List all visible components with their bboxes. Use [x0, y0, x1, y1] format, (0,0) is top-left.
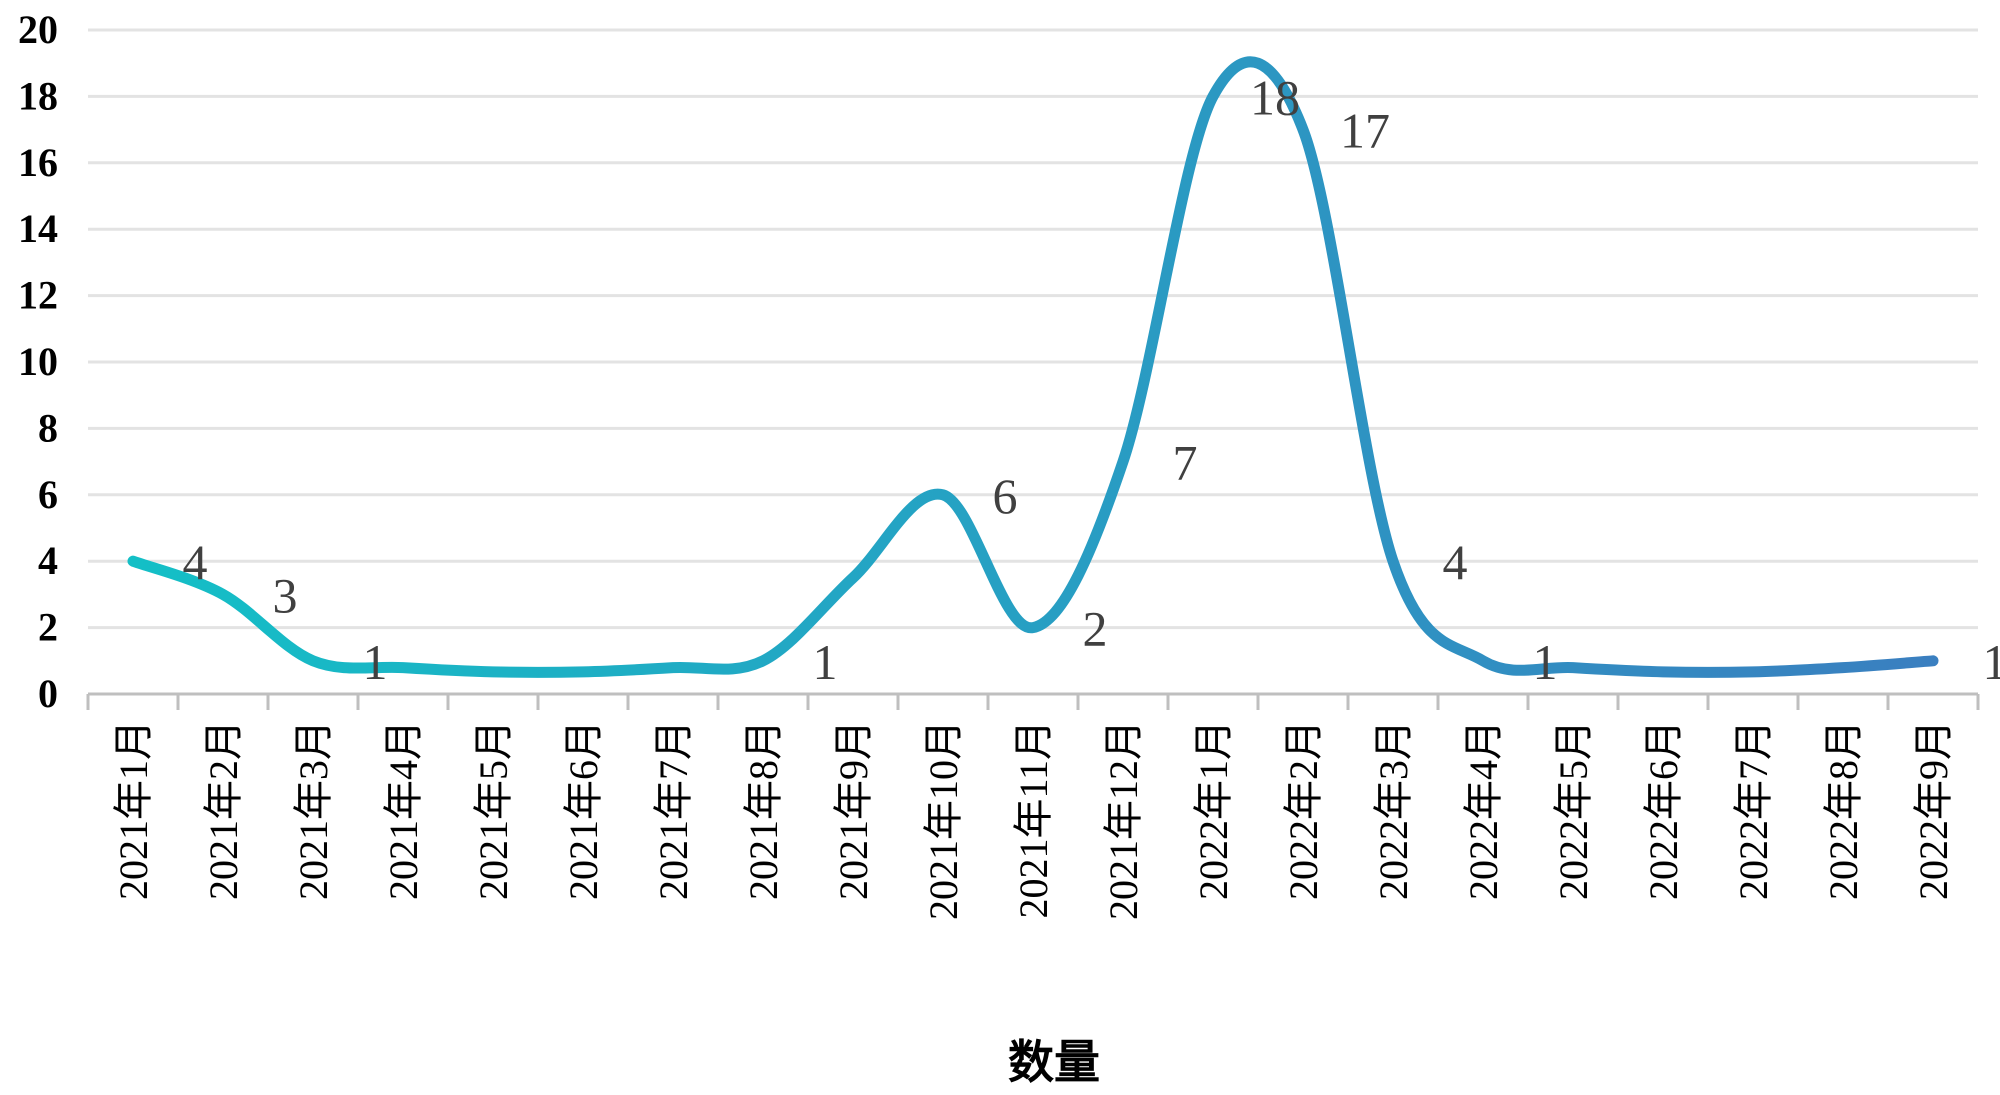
y-tick-label: 6	[38, 472, 58, 517]
y-axis-ticks: 0 2 4 6 8 10 12 14 16 18 20	[18, 7, 58, 716]
x-tick-label: 2021年8月	[741, 720, 786, 900]
x-tick-label: 2022年2月	[1281, 720, 1326, 900]
legend-label: 数量	[1008, 1035, 1100, 1089]
data-label: 4	[183, 534, 208, 590]
x-tick-label: 2021年11月	[1011, 720, 1056, 919]
data-labels: 4 3 1 1 6 2 7 18 17 4 1 1	[183, 69, 2000, 689]
x-tick-label: 2021年9月	[831, 720, 876, 900]
x-tick-label: 2021年10月	[921, 720, 966, 920]
x-tick-label: 2021年1月	[111, 720, 156, 900]
y-tick-label: 18	[18, 73, 58, 118]
x-tick-label: 2022年3月	[1371, 720, 1416, 900]
x-tick-label: 2021年5月	[471, 720, 516, 900]
data-label: 18	[1250, 69, 1300, 125]
data-label: 4	[1443, 534, 1468, 590]
data-label: 17	[1340, 103, 1390, 159]
data-label: 6	[993, 468, 1018, 524]
data-label: 3	[273, 567, 298, 623]
data-label: 1	[1983, 634, 2000, 690]
x-axis	[86, 692, 1980, 710]
data-label: 1	[363, 634, 388, 690]
y-tick-label: 12	[18, 273, 58, 318]
data-label: 1	[813, 634, 838, 690]
data-label: 7	[1173, 435, 1198, 491]
x-tick-label: 2022年6月	[1641, 720, 1686, 900]
y-tick-label: 20	[18, 7, 58, 52]
x-tick-label: 2021年4月	[381, 720, 426, 900]
y-tick-label: 10	[18, 339, 58, 384]
data-label: 1	[1533, 634, 1558, 690]
y-tick-label: 14	[18, 206, 58, 251]
x-axis-tick-labels: 2021年1月 2021年2月 2021年3月 2021年4月 2021年5月 2021年…	[111, 720, 1956, 920]
y-tick-label: 16	[18, 140, 58, 185]
x-tick-label: 2022年5月	[1551, 720, 1596, 900]
x-tick-label: 2021年12月	[1101, 720, 1146, 920]
data-label: 2	[1083, 601, 1108, 657]
x-tick-label: 2021年2月	[201, 720, 246, 900]
x-tick-label: 2022年1月	[1191, 720, 1236, 900]
x-tick-label: 2021年7月	[651, 720, 696, 900]
series-line-数量	[127, 56, 1939, 678]
y-tick-label: 8	[38, 405, 58, 450]
x-tick-label: 2021年3月	[291, 720, 336, 900]
gridlines	[88, 28, 1978, 630]
x-tick-label: 2022年8月	[1821, 720, 1866, 900]
legend: 数量	[882, 1035, 1100, 1089]
x-tick-label: 2021年6月	[561, 720, 606, 900]
x-tick-label: 2022年9月	[1911, 720, 1956, 900]
y-tick-label: 0	[38, 671, 58, 716]
x-tick-label: 2022年4月	[1461, 720, 1506, 900]
y-tick-label: 4	[38, 538, 58, 583]
x-tick-label: 2022年7月	[1731, 720, 1776, 900]
series-line-group	[127, 56, 1939, 678]
y-tick-label: 2	[38, 605, 58, 650]
